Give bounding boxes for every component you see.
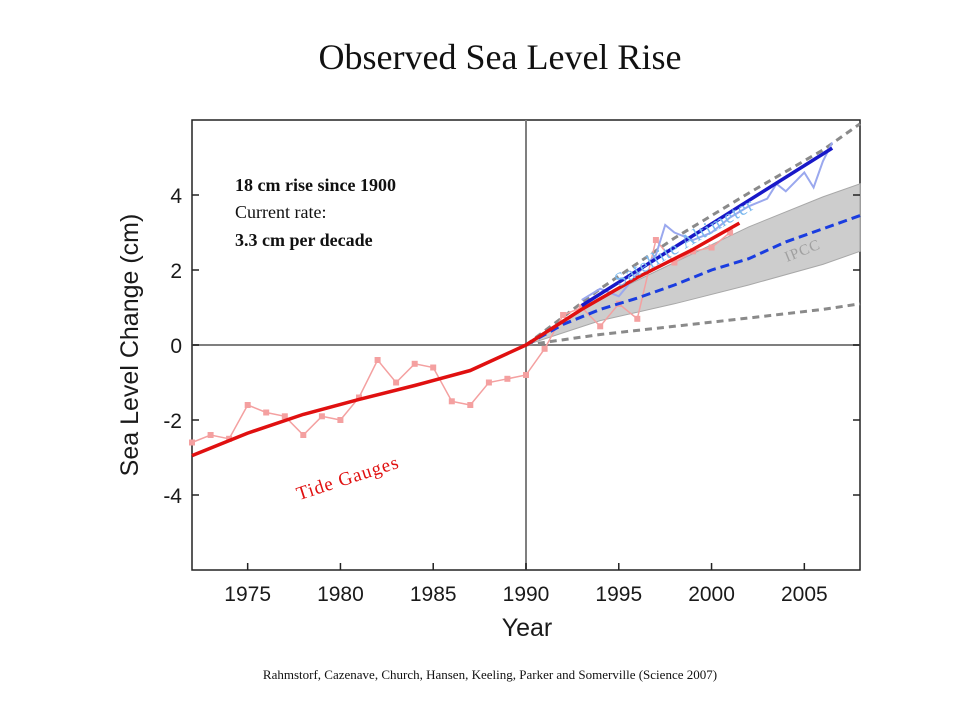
slide-title: Observed Sea Level Rise	[318, 37, 682, 77]
tide-gauge-point	[318, 413, 325, 420]
tide-gauge-point	[727, 229, 734, 236]
plot-background	[112, 113, 869, 641]
tide-gauge-point	[430, 364, 437, 371]
x-tick-label: 2000	[688, 583, 735, 606]
annotation-line-2: Current rate:	[235, 202, 326, 222]
tide-gauge-point	[671, 259, 678, 266]
tide-gauge-point	[263, 409, 270, 416]
annotation-line-3: 3.3 cm per decade	[235, 230, 373, 250]
tide-gauge-point	[356, 394, 362, 401]
series-layer	[189, 122, 861, 458]
x-tick-label: 1980	[317, 583, 364, 606]
y-tick-label: 2	[170, 260, 182, 283]
satellite-altimeter-trend	[580, 146, 834, 308]
tide-gauge-point	[393, 379, 400, 386]
x-tick-label: 1995	[595, 583, 642, 606]
y-tick-label: 0	[170, 335, 182, 358]
ipcc-lower-bound	[525, 302, 861, 347]
tide-gauge-point	[337, 417, 344, 423]
y-tick-label: -4	[163, 485, 182, 508]
tide-gauge-line	[191, 231, 731, 444]
ipcc-band-layer	[525, 183, 861, 346]
tide-gauge-point	[244, 402, 251, 408]
tide-gauge-point	[189, 439, 195, 446]
citation: Rahmstorf, Cazenave, Church, Hansen, Kee…	[262, 667, 718, 682]
tide-gauge-point	[541, 345, 548, 352]
tide-gauge-trend	[191, 221, 741, 458]
tide-gauge-point	[485, 379, 492, 386]
x-tick-label: 2005	[781, 583, 828, 606]
x-tick-label: 1985	[410, 583, 457, 606]
ipcc-central-projection	[525, 214, 861, 347]
annotation-line-1: 18 cm rise since 1900	[235, 175, 396, 195]
x-axis-label: Year	[502, 614, 553, 642]
tide-gauge-point	[708, 244, 715, 251]
ipcc-uncertainty-band	[525, 183, 861, 346]
x-tick-label: 1975	[224, 583, 271, 606]
tide-gauge-point	[467, 402, 474, 408]
annotation-box: 18 cm rise since 1900 Current rate: 3.3 …	[235, 175, 396, 250]
y-axis-label: Sea Level Change (cm)	[116, 214, 144, 477]
y-tick-label: -2	[163, 410, 182, 433]
tide-gauge-point	[411, 360, 418, 367]
y-tick-label: 4	[170, 185, 182, 208]
tide-gauge-point	[374, 357, 381, 363]
tide-gauge-point	[597, 323, 604, 330]
tide-gauge-point	[634, 315, 641, 322]
tick-layer: 1975 1980 1985 1990 1995 2000 2005 4 2 0 -2 -4	[163, 185, 860, 606]
tide-gauge-point	[560, 312, 567, 318]
tide-gauge-point	[207, 432, 214, 438]
tide-gauge-point	[448, 398, 455, 405]
tide-gauge-point	[300, 432, 307, 438]
ipcc-upper-bound	[525, 122, 861, 347]
tide-gauge-point	[523, 372, 529, 378]
tide-gauge-point	[504, 375, 511, 382]
x-tick-label: 1990	[503, 583, 550, 606]
tide-gauge-point	[652, 237, 659, 243]
tide-gauge-point	[281, 413, 288, 420]
